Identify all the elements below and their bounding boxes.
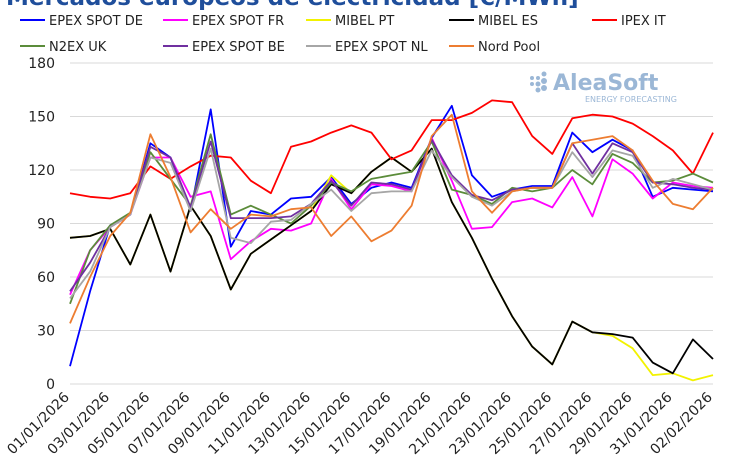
legend-label: Nord Pool xyxy=(478,40,540,55)
legend-label: N2EX UK xyxy=(49,40,107,55)
legend-label: EPEX SPOT BE xyxy=(192,40,285,55)
logo-mark xyxy=(530,71,547,93)
y-tick-label: 90 xyxy=(37,217,55,233)
series-line xyxy=(69,133,714,305)
series-line xyxy=(69,147,714,375)
legend-label: EPEX SPOT FR xyxy=(192,14,284,29)
legend-label: EPEX SPOT DE xyxy=(49,14,143,29)
y-tick-label: 180 xyxy=(28,56,55,72)
series-line xyxy=(69,137,714,296)
legend-label: MIBEL ES xyxy=(478,14,538,29)
logo-name: AleaSoft xyxy=(553,71,659,96)
y-tick-label: 150 xyxy=(28,110,55,126)
y-tick-label: 60 xyxy=(37,270,55,286)
series-line xyxy=(69,147,714,299)
series-line xyxy=(69,138,714,292)
logo-tagline: ENERGY FORECASTING xyxy=(585,95,677,104)
legend-label: EPEX SPOT NL xyxy=(335,40,428,55)
legend-label: MIBEL PT xyxy=(335,14,394,29)
y-tick-label: 30 xyxy=(37,324,55,340)
y-tick-label: 120 xyxy=(28,163,55,179)
y-tick-label: 0 xyxy=(46,377,55,393)
series-line xyxy=(69,113,714,324)
chart-title: Mercados europeos de electricidad [€/MWh… xyxy=(6,0,579,11)
legend-label: IPEX IT xyxy=(621,14,666,29)
